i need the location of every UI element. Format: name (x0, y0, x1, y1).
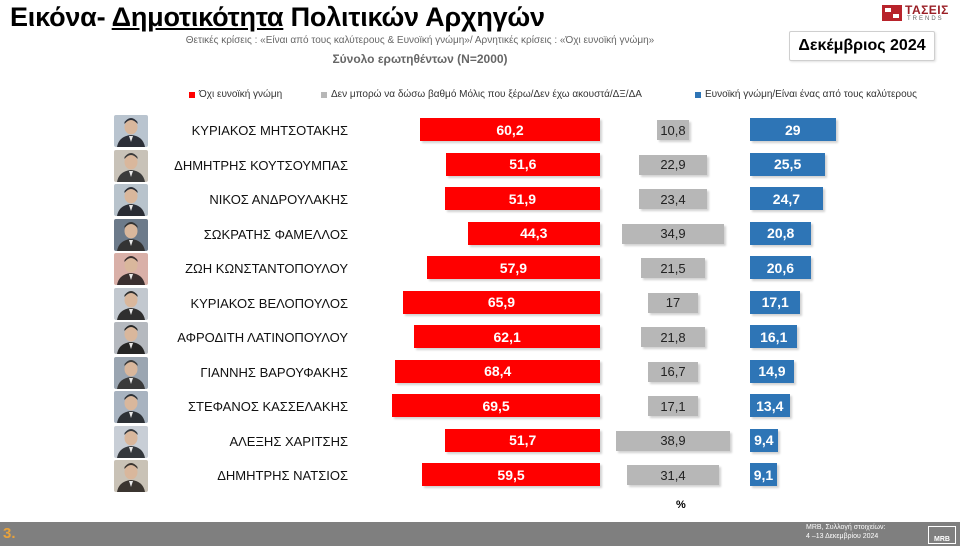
mrb-logo: MRB (928, 526, 956, 544)
portrait-icon (114, 356, 148, 389)
bar-negative: 60,2 (420, 118, 600, 141)
bar-positive: 20,8 (750, 221, 812, 245)
bar-positive: 17,1 (750, 290, 801, 314)
leader-row: ΔΗΜΗΤΡΗΣ ΝΑΤΣΙΟΣ 59,5 31,4 9,1 (0, 459, 960, 493)
bar-negative: 69,5 (392, 394, 600, 417)
logo-mark-icon (882, 5, 902, 21)
bar-positive: 14,9 (750, 359, 794, 383)
date-badge: Δεκέμβριος 2024 (789, 31, 935, 61)
legend-neutral: Δεν μπορώ να δώσω βαθμό Μόλις που ξέρω/Δ… (321, 89, 642, 100)
bar-negative: 65,9 (402, 290, 600, 314)
portrait-icon (114, 253, 148, 285)
leader-name: ΖΩΗ ΚΩΝΣΤΑΝΤΟΠΟΥΛΟΥ (185, 261, 348, 276)
source-note: MRB, Συλλογή στοιχείων: 4 –13 Δεκεμβρίου… (806, 524, 886, 540)
leader-row: ΓΙΑΝΝΗΣ ΒΑΡΟΥΦΑΚΗΣ 68,4 16,7 14,9 (0, 356, 960, 390)
portrait-icon (114, 218, 148, 251)
bar-positive: 25,5 (750, 152, 826, 176)
leader-row: ΑΦΡΟΔΙΤΗ ΛΑΤΙΝΟΠΟΥΛΟΥ 62,1 21,8 16,1 (0, 321, 960, 355)
title-underlined: Δημοτικότητα (111, 2, 284, 32)
portrait-icon (114, 460, 148, 492)
portrait-icon (114, 287, 148, 320)
bar-negative: 68,4 (395, 359, 600, 383)
bar-negative: 44,3 (467, 221, 600, 245)
legend-swatch-blue (695, 91, 701, 98)
sample-size: Σύνολο ερωτηθέντων (Ν=2000) (332, 52, 508, 66)
leader-row: ΝΙΚΟΣ ΑΝΔΡΟΥΛΑΚΗΣ 51,9 23,4 24,7 (0, 183, 960, 217)
bar-positive: 13,4 (750, 394, 790, 417)
bar-positive: 29 (750, 118, 836, 141)
leader-name: ΔΗΜΗΤΡΗΣ ΝΑΤΣΙΟΣ (217, 468, 348, 483)
portrait-icon (114, 184, 148, 216)
legend-negative: Όχι ευνοϊκή γνώμη (189, 89, 282, 100)
bar-neutral: 21,8 (640, 327, 706, 347)
bar-negative: 59,5 (422, 463, 600, 486)
portrait-icon (114, 149, 148, 182)
legend-swatch-red (189, 91, 195, 98)
leader-name: ΚΥΡΙΑΚΟΣ ΒΕΛΟΠΟΥΛΟΣ (190, 295, 348, 311)
bar-negative: 57,9 (426, 256, 600, 279)
leader-name: ΣΩΚΡΑΤΗΣ ΦΑΜΕΛΛΟΣ (203, 226, 348, 242)
leader-row: ΑΛΕΞΗΣ ΧΑΡΙΤΣΗΣ 51,7 38,9 9,4 (0, 425, 960, 459)
leader-row: ΚΥΡΙΑΚΟΣ ΒΕΛΟΠΟΥΛΟΣ 65,9 17 17,1 (0, 287, 960, 321)
unit-label: % (676, 499, 686, 511)
leader-name: ΝΙΚΟΣ ΑΝΔΡΟΥΛΑΚΗΣ (209, 192, 348, 207)
bar-neutral: 10,8 (657, 120, 689, 140)
leader-row: ΣΤΕΦΑΝΟΣ ΚΑΣΣΕΛΑΚΗΣ 69,5 17,1 13,4 (0, 390, 960, 424)
logo-text: ΤΑΣΕΙΣ (905, 3, 949, 17)
portrait-icon (114, 391, 148, 423)
taseis-logo: ΤΑΣΕΙΣ TRENDS (882, 3, 954, 25)
leader-row: ΣΩΚΡΑΤΗΣ ΦΑΜΕΛΛΟΣ 44,3 34,9 20,8 (0, 218, 960, 252)
footer-bar: 3. (0, 522, 960, 546)
legend-positive: Ευνοϊκή γνώμη/Είναι ένας από τους καλύτε… (695, 89, 917, 100)
bar-negative: 51,6 (445, 152, 600, 176)
criteria-subtitle: Θετικές κρίσεις : «Είναι από τους καλύτε… (185, 35, 655, 46)
leader-row: ΔΗΜΗΤΡΗΣ ΚΟΥΤΣΟΥΜΠΑΣ 51,6 22,9 25,5 (0, 149, 960, 183)
logo-subtext: TRENDS (907, 16, 944, 22)
page-title: Εικόνα- Δημοτικότητα Πολιτικών Αρχηγών (10, 2, 545, 32)
bar-neutral: 17 (648, 292, 698, 313)
legend-swatch-gray (321, 91, 327, 98)
bar-positive: 9,1 (750, 463, 777, 486)
leader-name: ΓΙΑΝΝΗΣ ΒΑΡΟΥΦΑΚΗΣ (200, 364, 348, 380)
portrait-icon (114, 425, 148, 458)
bar-neutral: 21,5 (641, 258, 705, 278)
bar-positive: 20,6 (750, 256, 811, 279)
leader-row: ΚΥΡΙΑΚΟΣ ΜΗΤΣΟΤΑΚΗΣ 60,2 10,8 29 (0, 114, 960, 148)
bar-positive: 24,7 (750, 187, 823, 210)
legend-label: Όχι ευνοϊκή γνώμη (199, 89, 283, 100)
bar-positive: 9,4 (750, 428, 778, 452)
leader-name: ΣΤΕΦΑΝΟΣ ΚΑΣΣΕΛΑΚΗΣ (188, 399, 348, 414)
legend-label: Ευνοϊκή γνώμη/Είναι ένας από τους καλύτε… (705, 89, 917, 100)
bar-neutral: 38,9 (615, 430, 731, 451)
portrait-icon (114, 115, 148, 147)
bar-neutral: 34,9 (621, 223, 725, 244)
leader-name: ΑΛΕΞΗΣ ΧΑΡΙΤΣΗΣ (229, 433, 348, 449)
leader-name: ΔΗΜΗΤΡΗΣ ΚΟΥΤΣΟΥΜΠΑΣ (174, 157, 348, 173)
leader-row: ΖΩΗ ΚΩΝΣΤΑΝΤΟΠΟΥΛΟΥ 57,9 21,5 20,6 (0, 252, 960, 286)
leader-name: ΑΦΡΟΔΙΤΗ ΛΑΤΙΝΟΠΟΥΛΟΥ (177, 330, 348, 345)
bar-neutral: 23,4 (638, 189, 708, 209)
bar-neutral: 22,9 (639, 154, 707, 175)
page-number: 3. (3, 525, 16, 542)
bar-neutral: 16,7 (648, 361, 698, 382)
bar-negative: 51,7 (445, 428, 600, 452)
bar-neutral: 31,4 (626, 465, 720, 485)
bar-negative: 62,1 (414, 325, 600, 348)
legend-label: Δεν μπορώ να δώσω βαθμό Μόλις που ξέρω/Δ… (331, 89, 642, 100)
bar-positive: 16,1 (750, 325, 798, 348)
portrait-icon (114, 322, 148, 354)
bar-neutral: 17,1 (647, 396, 699, 416)
bar-negative: 51,9 (444, 187, 600, 210)
leader-name: ΚΥΡΙΑΚΟΣ ΜΗΤΣΟΤΑΚΗΣ (191, 123, 348, 138)
